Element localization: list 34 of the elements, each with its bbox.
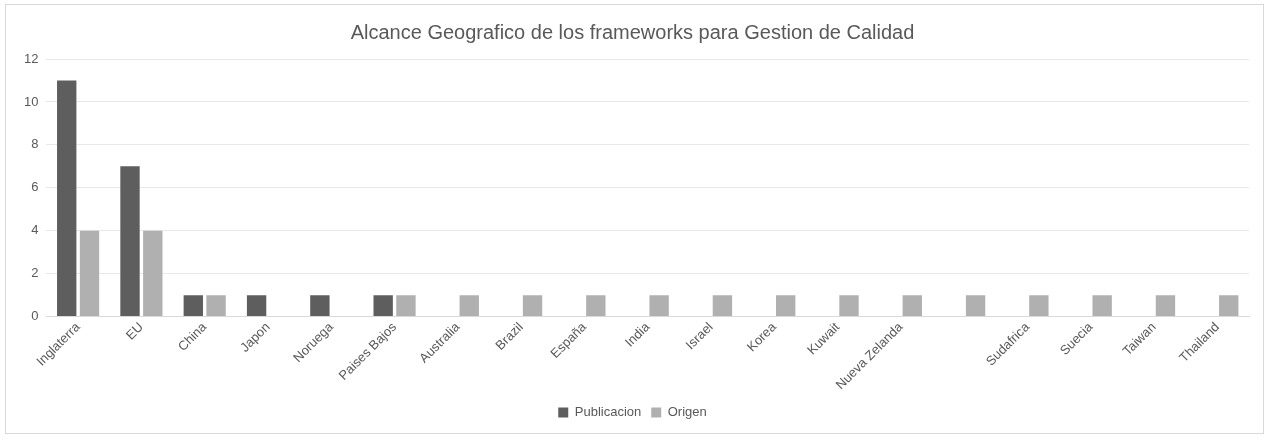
bar [965, 295, 986, 317]
bar [1219, 295, 1239, 317]
bar [776, 295, 796, 317]
bar [902, 295, 922, 317]
bar [206, 295, 226, 317]
bar [1029, 295, 1049, 317]
bar [310, 295, 330, 317]
bar [57, 80, 77, 317]
x-tick-label: EU [122, 319, 147, 343]
bar [586, 295, 606, 317]
y-tick-label: 8 [31, 136, 39, 152]
legend-label: Publicacion [574, 404, 642, 420]
y-tick-label: 10 [23, 93, 39, 109]
y-tick-label: 6 [31, 179, 39, 195]
y-tick-label: 0 [31, 308, 39, 324]
bar [1092, 295, 1112, 317]
bar [649, 295, 669, 317]
y-tick-label: 4 [31, 222, 39, 238]
bar [1155, 295, 1176, 317]
bar [120, 166, 140, 317]
y-tick-label: 12 [23, 50, 39, 66]
bar [396, 295, 416, 317]
legend-label: Origen [667, 404, 707, 420]
bar [839, 295, 859, 317]
bar [373, 295, 393, 317]
bar [246, 295, 267, 317]
chart-title: Alcance Geografico de los frameworks para Gestion de Calidad [350, 20, 915, 43]
bar [79, 230, 100, 317]
bar [183, 295, 203, 317]
bar [712, 295, 733, 317]
bar [459, 295, 479, 317]
bar [522, 295, 543, 317]
bar [143, 230, 163, 317]
y-tick-label: 2 [31, 265, 39, 281]
